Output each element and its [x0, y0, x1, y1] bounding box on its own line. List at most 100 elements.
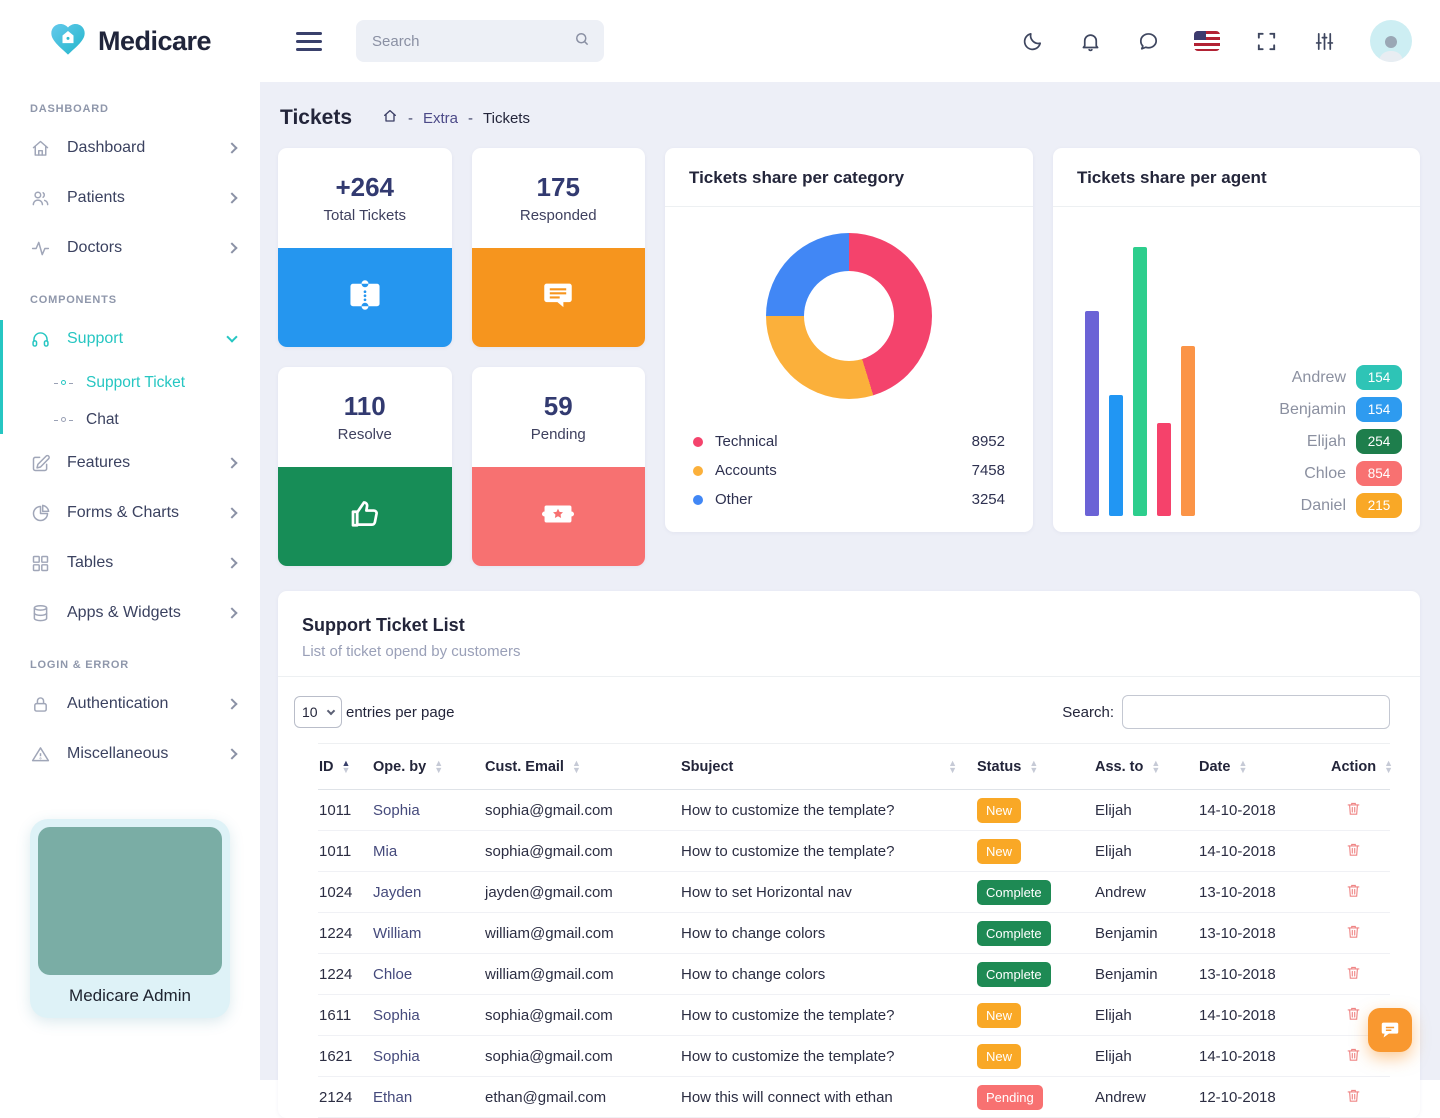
sidebar-item-patients[interactable]: Patients [0, 173, 260, 223]
sort-icon: ▲▼ [572, 760, 581, 774]
settings-sliders-icon[interactable] [1312, 29, 1336, 53]
legend-item[interactable]: Technical 8952 [693, 427, 1005, 456]
opened-by-link[interactable]: Chloe [373, 966, 412, 983]
sidebar-item-doctors[interactable]: Doctors [0, 223, 260, 273]
legend-item[interactable]: Chloe 854 [1279, 461, 1402, 486]
chevron-right-icon [226, 507, 237, 518]
legend-item[interactable]: Andrew 154 [1279, 365, 1402, 390]
brand-logo[interactable]: Medicare [0, 19, 260, 64]
legend-dot [693, 495, 703, 505]
ticket-date: 14-10-2018 [1198, 790, 1330, 831]
ticket-icon [347, 277, 383, 318]
col-id[interactable]: ID▲▼ [318, 744, 372, 790]
opened-by-link[interactable]: Sophia [373, 1048, 420, 1065]
opened-by-link[interactable]: Jayden [373, 884, 421, 901]
menu-toggle-icon[interactable] [296, 32, 322, 51]
ticket-date: 14-10-2018 [1198, 1036, 1330, 1077]
delete-icon[interactable] [1345, 964, 1363, 982]
delete-icon[interactable] [1345, 1046, 1363, 1064]
bar-chart[interactable] [1085, 242, 1195, 516]
sort-icon: ▲▼ [1238, 760, 1247, 774]
admin-name: Medicare Admin [38, 986, 222, 1006]
user-avatar[interactable] [1370, 20, 1412, 62]
breadcrumb-link-extra[interactable]: Extra [423, 110, 458, 127]
customer-email: jayden@gmail.com [484, 872, 680, 913]
language-flag-icon[interactable] [1194, 31, 1220, 51]
sidebar-item-tables[interactable]: Tables [0, 538, 260, 588]
table-header-row: ID▲▼ Ope. by▲▼ Cust. Email▲▼ Sbuject▲▼ S… [318, 744, 1390, 790]
sidebar-item-features[interactable]: Features [0, 438, 260, 488]
section-heading-components: COMPONENTS [0, 273, 260, 314]
topbar: Medicare [0, 0, 1440, 82]
sidebar-item-authentication[interactable]: Authentication [0, 679, 260, 729]
delete-icon[interactable] [1345, 923, 1363, 941]
sidebar-item-apps-widgets[interactable]: Apps & Widgets [0, 588, 260, 638]
col-date[interactable]: Date▲▼ [1198, 744, 1330, 790]
search-input[interactable] [370, 32, 573, 51]
main-content: Tickets - Extra - Tickets +264 Total Tic… [260, 82, 1440, 1080]
opened-by-link[interactable]: Sophia [373, 1007, 420, 1024]
notifications-bell-icon[interactable] [1078, 29, 1102, 53]
col-status[interactable]: Status▲▼ [976, 744, 1094, 790]
delete-icon[interactable] [1345, 1087, 1363, 1105]
section-heading-dashboard: DASHBOARD [0, 82, 260, 123]
opened-by-link[interactable]: Ethan [373, 1089, 412, 1106]
stat-value: 175 [537, 172, 580, 203]
stat-value: 110 [344, 391, 386, 422]
col-ope-by[interactable]: Ope. by▲▼ [372, 744, 484, 790]
customer-email: ethan@gmail.com [484, 1077, 680, 1118]
customer-email: sophia@gmail.com [484, 995, 680, 1036]
col-action[interactable]: Action▲▼ [1330, 744, 1390, 790]
entries-select[interactable]: 10 [294, 696, 342, 728]
opened-by-link[interactable]: Mia [373, 843, 397, 860]
fullscreen-icon[interactable] [1254, 29, 1278, 53]
messages-chat-icon[interactable] [1136, 29, 1160, 53]
sidebar-item-support[interactable]: Support [0, 314, 260, 364]
table-row: 1024 Jayden jayden@gmail.com How to set … [318, 872, 1390, 913]
legend-item[interactable]: Accounts 7458 [693, 456, 1005, 485]
ticket-subject: How to customize the template? [680, 831, 976, 872]
legend-item[interactable]: Benjamin 154 [1279, 397, 1402, 422]
stat-card-pending: 59 Pending [472, 367, 646, 566]
edit-icon [30, 453, 51, 474]
opened-by-link[interactable]: Sophia [373, 802, 420, 819]
status-badge: Complete [977, 921, 1051, 946]
legend-item[interactable]: Daniel 215 [1279, 493, 1402, 518]
col-ass-to[interactable]: Ass. to▲▼ [1094, 744, 1198, 790]
breadcrumb-home-icon[interactable] [382, 108, 398, 128]
delete-icon[interactable] [1345, 882, 1363, 900]
sidebar-item-dashboard[interactable]: Dashboard [0, 123, 260, 173]
dark-mode-icon[interactable] [1020, 29, 1044, 53]
col-subject[interactable]: Sbuject▲▼ [680, 744, 976, 790]
bar [1109, 395, 1123, 516]
sidebar-item-miscellaneous[interactable]: Miscellaneous [0, 729, 260, 779]
delete-icon[interactable] [1345, 800, 1363, 818]
legend-item[interactable]: Other 3254 [693, 485, 1005, 514]
table-row: 1611 Sophia sophia@gmail.com How to cust… [318, 995, 1390, 1036]
sidebar-item-forms-charts[interactable]: Forms & Charts [0, 488, 260, 538]
customer-email: sophia@gmail.com [484, 1036, 680, 1077]
bullet-icon [54, 415, 74, 424]
sidebar-subitem-chat[interactable]: Chat [0, 401, 260, 438]
delete-icon[interactable] [1345, 1005, 1363, 1023]
pulse-icon [30, 238, 51, 259]
chat-fab-button[interactable] [1368, 1008, 1412, 1052]
legend-item[interactable]: Elijah 254 [1279, 429, 1402, 454]
table-search-input[interactable] [1122, 695, 1390, 729]
delete-icon[interactable] [1345, 841, 1363, 859]
col-cust-email[interactable]: Cust. Email▲▼ [484, 744, 680, 790]
stat-label: Pending [531, 426, 586, 443]
lock-icon [30, 694, 51, 715]
search-icon[interactable] [573, 30, 591, 53]
table-row: 1011 Mia sophia@gmail.com How to customi… [318, 831, 1390, 872]
home-icon [30, 138, 51, 159]
ticket-table: ID▲▼ Ope. by▲▼ Cust. Email▲▼ Sbuject▲▼ S… [318, 743, 1390, 1118]
chevron-right-icon [226, 698, 237, 709]
donut-chart[interactable] [766, 233, 932, 399]
sidebar-subitem-support-ticket[interactable]: Support Ticket [0, 364, 260, 401]
admin-profile-card[interactable]: Medicare Admin [30, 819, 230, 1018]
ticket-id: 1621 [318, 1036, 372, 1077]
opened-by-link[interactable]: William [373, 925, 421, 942]
assigned-to: Benjamin [1094, 913, 1198, 954]
status-badge: New [977, 839, 1021, 864]
